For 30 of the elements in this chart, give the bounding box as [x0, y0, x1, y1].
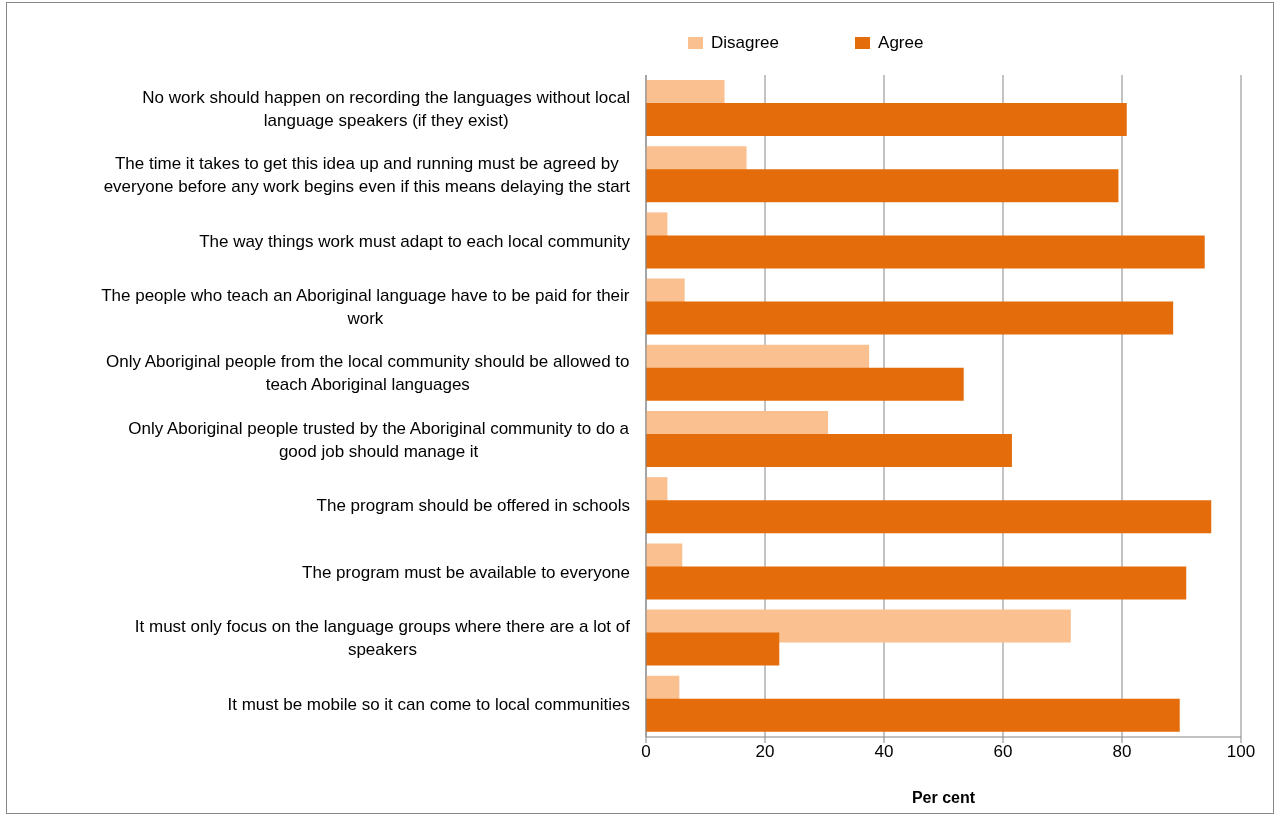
y-tick-label: No work should happen on recording the languages without local language speakers (if they exist) — [142, 87, 630, 130]
bar — [646, 367, 964, 401]
x-tick-label: 40 — [874, 742, 894, 762]
y-tick-label: It must be mobile so it can come to local communities — [227, 694, 630, 714]
y-tick-label: The people who teach an Aboriginal language have to be paid for their work — [101, 285, 630, 328]
y-tick-label: The program must be available to everyone — [302, 562, 630, 581]
y-tick-label: The time it takes to get this idea up and running must be agreed by everyone before any work begins even if this means delaying the start — [103, 153, 631, 196]
bar — [646, 169, 1119, 203]
bar — [646, 500, 1212, 534]
bar — [646, 698, 1180, 732]
x-tick-label: 0 — [641, 742, 651, 762]
bar — [646, 609, 1071, 643]
bar — [646, 434, 1012, 467]
bar — [646, 103, 1127, 136]
x-axis-title: Per cent — [911, 789, 976, 806]
bar — [646, 566, 1187, 600]
x-tick-label: 100 — [1226, 742, 1256, 762]
legend-label: Disagree — [711, 33, 780, 53]
bar — [646, 235, 1205, 269]
y-tick-label: It must only focus on the language groups where there are a lot of speakers — [134, 616, 631, 659]
x-tick-label: 20 — [755, 742, 775, 762]
x-tick-label: 60 — [993, 742, 1013, 762]
y-tick-label: The program should be offered in schools — [316, 495, 630, 515]
legend-label: Agree — [878, 33, 924, 53]
bar — [646, 301, 1174, 335]
bar — [646, 632, 780, 666]
y-tick-label: Only Aboriginal people from the local community should be allowed to teach Aboriginal languages — [106, 351, 630, 394]
y-tick-label: The way things work must adapt to each local community — [199, 231, 631, 250]
x-tick-label: 80 — [1112, 742, 1132, 762]
y-tick-label: Only Aboriginal people trusted by the Aboriginal community to do a good job should manage it — [128, 418, 630, 461]
